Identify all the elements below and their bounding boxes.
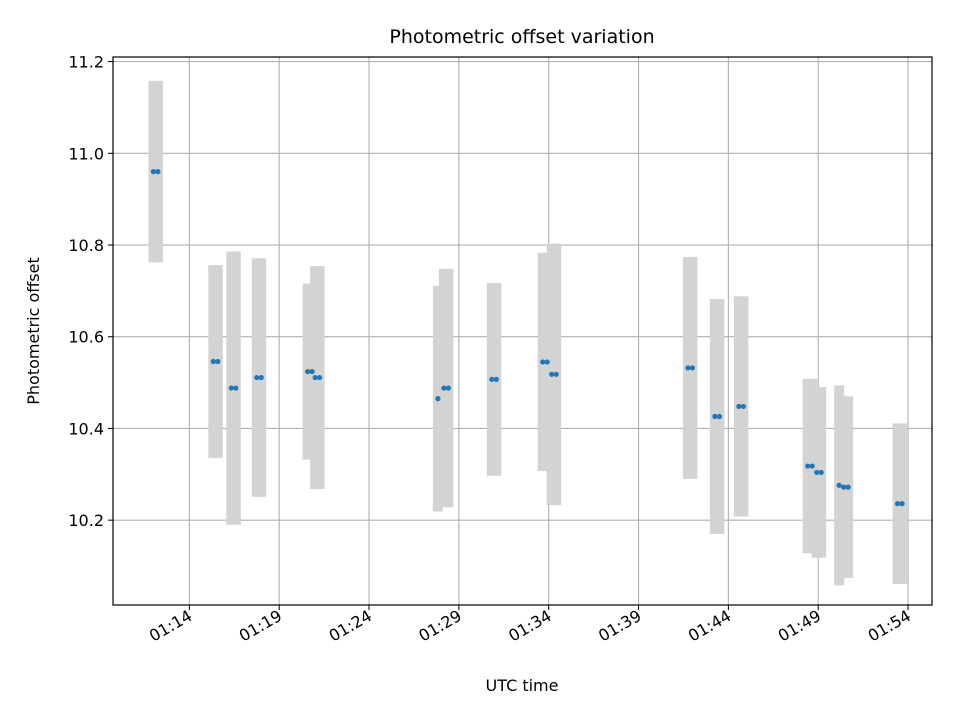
- y-tick-label: 10.4: [68, 419, 104, 438]
- data-point: [445, 385, 451, 391]
- data-point: [818, 469, 824, 476]
- data-point: [254, 374, 260, 381]
- data-point-layer: [150, 169, 905, 507]
- x-tick-label: 01:19: [236, 606, 285, 646]
- data-point: [210, 358, 216, 365]
- data-point: [845, 484, 851, 490]
- data-point: [685, 365, 691, 371]
- data-point: [312, 374, 318, 381]
- y-axis-ticks: 10.2 10.4 10.6 10.8 11.0 11.2: [68, 53, 113, 530]
- data-point: [814, 469, 820, 476]
- data-point: [544, 359, 550, 365]
- data-point: [493, 376, 499, 382]
- plot-frame: [112, 56, 933, 606]
- data-point: [689, 365, 696, 371]
- data-point: [233, 385, 239, 391]
- data-point: [809, 463, 815, 469]
- data-point: [894, 501, 901, 507]
- data-point: [712, 413, 718, 420]
- data-point: [899, 501, 905, 507]
- chart-title: Photometric offset variation: [389, 26, 654, 48]
- data-point: [435, 396, 441, 402]
- data-point: [441, 385, 447, 391]
- y-tick-label: 11.0: [68, 144, 104, 163]
- x-tick-label: 01:49: [775, 606, 824, 646]
- x-axis-ticks: 01:14 01:19 01:24 01:29 01:34 01:39 01:44 01:49…: [146, 605, 914, 646]
- y-axis-label: Photometric offset: [24, 257, 43, 405]
- data-point: [736, 403, 742, 410]
- data-point: [155, 169, 161, 175]
- data-point: [540, 359, 546, 365]
- x-tick-label: 01:44: [685, 606, 734, 646]
- data-point: [215, 358, 221, 365]
- error-bar-layer: [148, 80, 908, 586]
- data-point: [150, 169, 157, 175]
- data-point: [716, 413, 722, 420]
- data-point: [553, 371, 559, 377]
- data-point: [258, 374, 264, 381]
- data-point: [740, 403, 746, 410]
- x-axis-label: UTC time: [486, 676, 559, 695]
- x-tick-label: 01:34: [505, 606, 554, 646]
- y-tick-label: 10.2: [68, 511, 104, 530]
- x-tick-label: 01:39: [595, 606, 644, 646]
- y-tick-label: 10.6: [68, 328, 104, 347]
- y-tick-label: 11.2: [68, 53, 104, 72]
- data-point: [228, 385, 234, 391]
- x-tick-label: 01:14: [146, 606, 195, 646]
- y-tick-label: 10.8: [68, 236, 104, 255]
- data-point: [549, 371, 555, 377]
- data-point: [841, 484, 847, 490]
- data-point: [309, 368, 315, 375]
- data-point: [317, 374, 323, 381]
- x-tick-label: 01:29: [415, 606, 464, 646]
- data-point: [805, 463, 811, 469]
- data-point: [836, 482, 842, 488]
- data-point: [489, 376, 495, 382]
- data-point: [305, 368, 311, 375]
- x-tick-label: 01:54: [865, 606, 914, 646]
- x-tick-label: 01:24: [326, 606, 375, 646]
